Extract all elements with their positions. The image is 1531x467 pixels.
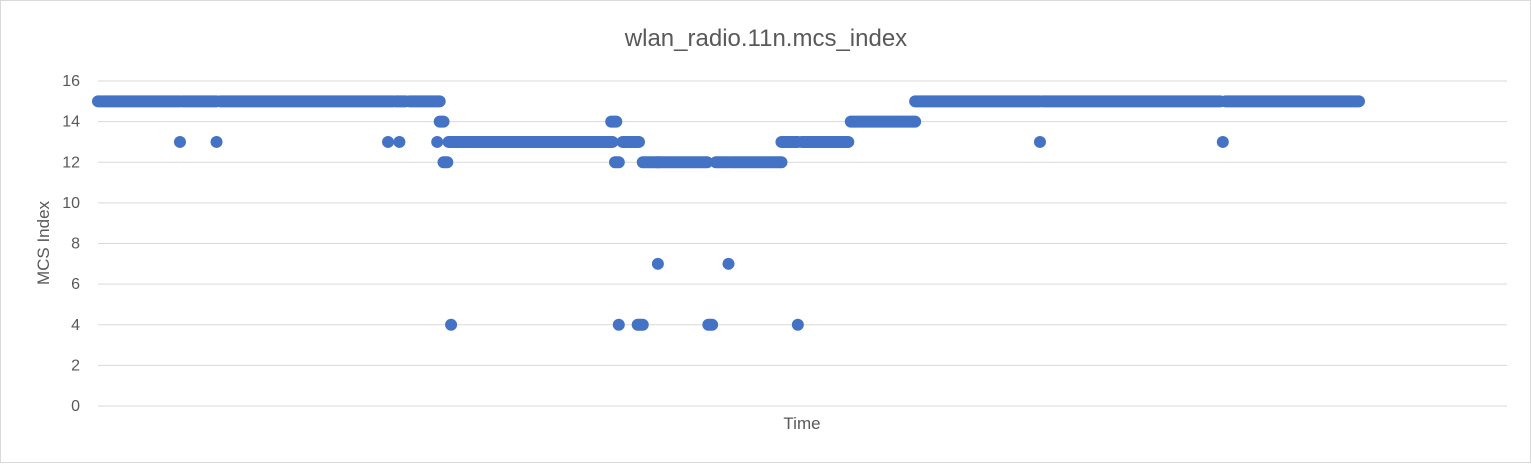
data-point [722,257,735,270]
y-axis-title: MCS Index [34,200,53,285]
y-tick-label: 6 [71,276,80,293]
chart-title: wlan_radio.11n.mcs_index [624,25,907,52]
y-tick-label: 10 [62,195,80,212]
y-tick-label: 16 [62,73,80,90]
data-point [1216,135,1229,148]
y-tick-label: 2 [71,357,80,374]
y-tick-label: 4 [71,317,80,334]
data-point [445,318,458,331]
data-point [612,318,625,331]
y-tick-label: 0 [71,398,80,415]
data-point [791,318,804,331]
grid-lines [98,80,1507,407]
data-point [210,135,223,148]
data-point [651,257,664,270]
data-point [173,135,186,148]
y-tick-label: 12 [62,154,80,171]
data-points [92,95,1365,331]
data-point [393,135,406,148]
data-point [1033,135,1046,148]
data-point [431,135,444,148]
y-tick-label: 8 [71,236,80,253]
y-tick-labels: 0 2 4 6 8 10 12 14 16 [62,73,80,415]
y-tick-label: 14 [62,114,80,131]
x-axis-title: Time [783,414,820,433]
data-point [382,135,395,148]
